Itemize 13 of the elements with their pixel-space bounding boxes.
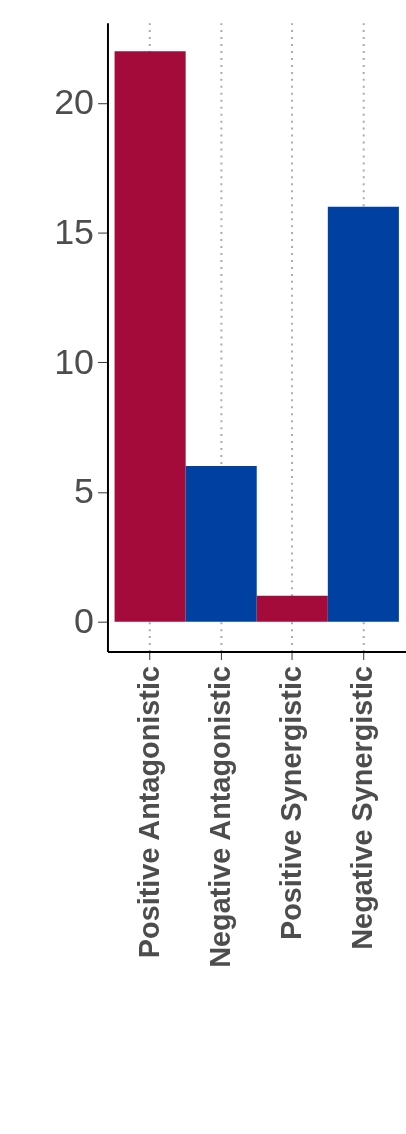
x-tick-label: Negative Synergistic <box>346 665 379 950</box>
y-tick-label: 0 <box>74 601 95 642</box>
x-tick-label: Negative Antagonistic <box>204 665 237 968</box>
y-tick-label: 10 <box>54 341 95 382</box>
y-tick-label: 5 <box>74 471 95 512</box>
x-tick-label: Positive Synergistic <box>275 665 308 941</box>
bar <box>185 466 257 622</box>
y-tick-label: 15 <box>54 212 95 253</box>
bar <box>114 51 186 622</box>
bar <box>327 206 399 622</box>
bar <box>256 595 328 622</box>
y-tick-label: 20 <box>54 82 95 123</box>
x-tick-label: Positive Antagonistic <box>133 665 166 959</box>
